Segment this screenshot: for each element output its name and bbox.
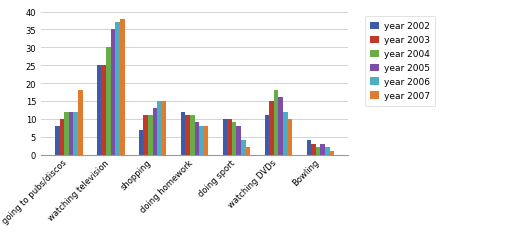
Bar <box>265 116 269 155</box>
Bar <box>223 119 227 155</box>
Bar <box>204 126 208 155</box>
Bar <box>69 112 73 155</box>
Bar <box>139 130 143 155</box>
Bar <box>78 91 82 155</box>
Legend: year 2002, year 2003, year 2004, year 2005, year 2006, year 2007: year 2002, year 2003, year 2004, year 20… <box>365 17 435 106</box>
Bar <box>106 48 111 155</box>
Bar <box>148 116 153 155</box>
Bar <box>307 141 311 155</box>
Bar <box>316 148 321 155</box>
Bar <box>64 112 69 155</box>
Bar <box>185 116 190 155</box>
Bar <box>153 109 157 155</box>
Bar <box>227 119 232 155</box>
Bar <box>120 20 124 155</box>
Bar <box>181 112 185 155</box>
Bar <box>269 102 274 155</box>
Bar <box>325 148 330 155</box>
Bar <box>195 123 199 155</box>
Bar <box>59 119 64 155</box>
Bar <box>190 116 195 155</box>
Bar <box>101 66 106 155</box>
Bar <box>279 98 283 155</box>
Bar <box>111 30 115 155</box>
Bar <box>115 23 120 155</box>
Bar <box>55 126 59 155</box>
Bar <box>232 123 237 155</box>
Bar <box>283 112 288 155</box>
Bar <box>143 116 148 155</box>
Bar <box>311 144 316 155</box>
Bar <box>241 141 246 155</box>
Bar <box>157 102 162 155</box>
Bar <box>274 91 279 155</box>
Bar <box>73 112 78 155</box>
Bar <box>330 152 334 155</box>
Bar <box>321 144 325 155</box>
Bar <box>162 102 166 155</box>
Bar <box>199 126 204 155</box>
Bar <box>237 126 241 155</box>
Bar <box>246 148 250 155</box>
Bar <box>288 119 292 155</box>
Bar <box>97 66 101 155</box>
